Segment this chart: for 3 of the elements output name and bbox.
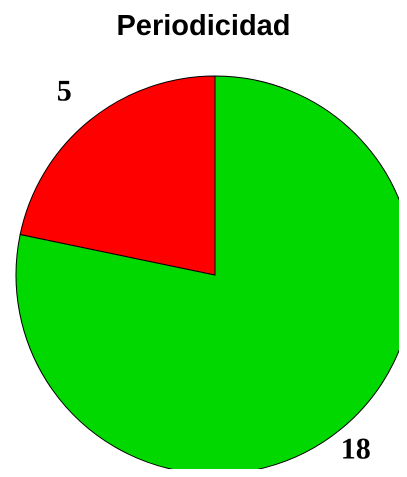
chart-title: Periodicidad [115,10,292,43]
data-label: 18 [340,432,371,466]
data-label: 5 [56,74,72,108]
